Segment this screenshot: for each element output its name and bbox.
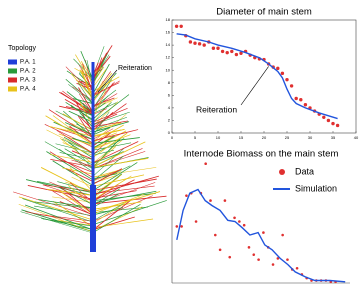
legend-swatch	[8, 60, 17, 65]
data-point	[235, 53, 238, 56]
data-point	[233, 217, 236, 220]
data-point	[304, 103, 307, 106]
data-point	[180, 225, 183, 228]
data-point	[198, 42, 201, 45]
figure: Topology Reiteration P.A. 1 P.A. 2 P.A. 3 P…	[0, 0, 361, 288]
x-tick-label: 30	[308, 135, 313, 140]
topology-title: Topology	[8, 45, 37, 52]
data-point	[295, 97, 298, 100]
data-point	[195, 220, 198, 223]
x-tick-label: 35	[331, 135, 336, 140]
data-point	[327, 119, 330, 122]
chart-annotation: Reiteration	[196, 104, 237, 114]
legend-label: P.A. 1	[20, 60, 36, 66]
data-point	[180, 25, 183, 28]
y-tick-label: 12	[166, 55, 171, 60]
data-point	[203, 43, 206, 46]
data-point	[238, 220, 241, 223]
legend-label: P.A. 4	[20, 87, 36, 93]
data-point	[176, 225, 179, 228]
data-point	[281, 234, 284, 237]
data-point	[204, 162, 207, 165]
y-tick-label: 16	[166, 30, 171, 35]
x-tick-label: 20	[262, 135, 267, 140]
data-point	[285, 78, 288, 81]
legend-swatch	[8, 87, 17, 92]
data-point	[226, 51, 229, 54]
data-point	[322, 116, 325, 119]
chart-title: Diameter of main stem	[216, 7, 312, 18]
data-point	[286, 258, 289, 261]
chart-title: Internode Biomass on the main stem	[184, 149, 339, 160]
data-point	[221, 50, 224, 53]
y-tick-label: 14	[166, 42, 171, 47]
data-point	[185, 194, 188, 197]
data-point	[228, 256, 231, 259]
data-point	[290, 84, 293, 87]
legend-label: Simulation	[295, 183, 337, 193]
x-tick-label: 10	[216, 135, 221, 140]
data-point	[230, 50, 233, 53]
x-tick-label: 25	[285, 135, 290, 140]
x-tick-label: 40	[354, 135, 359, 140]
data-point	[257, 258, 260, 261]
data-point	[299, 98, 302, 101]
legend-label: Data	[295, 166, 314, 176]
data-point	[336, 124, 339, 127]
data-point	[331, 122, 334, 125]
background	[0, 0, 361, 288]
data-point	[272, 263, 275, 266]
data-point	[252, 253, 255, 256]
y-tick-label: 10	[166, 67, 171, 72]
legend-swatch	[8, 69, 17, 74]
data-point	[214, 234, 217, 237]
data-point	[224, 199, 227, 202]
legend-label: P.A. 3	[20, 78, 36, 84]
y-tick-label: 18	[166, 17, 171, 22]
data-point	[281, 72, 284, 75]
data-point	[248, 246, 251, 249]
trunk	[90, 185, 96, 252]
data-point	[276, 67, 279, 70]
data-point	[219, 248, 222, 251]
data-point	[216, 47, 219, 50]
legend-label: P.A. 2	[20, 69, 36, 75]
data-point	[212, 47, 215, 50]
data-point	[243, 224, 246, 227]
data-point	[175, 25, 178, 28]
data-point	[193, 42, 196, 45]
legend-marker	[279, 169, 285, 175]
data-point	[209, 199, 212, 202]
data-point	[296, 267, 299, 270]
tree-annotation: Reiteration	[118, 65, 152, 72]
data-point	[189, 40, 192, 43]
legend-swatch	[8, 78, 17, 83]
data-point	[262, 231, 265, 234]
x-tick-label: 15	[239, 135, 244, 140]
